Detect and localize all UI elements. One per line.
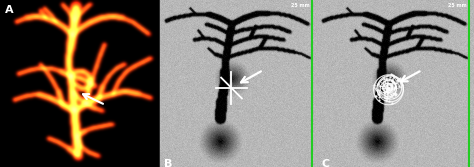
Text: A: A [5, 5, 14, 15]
Text: B: B [164, 159, 172, 167]
Text: 25 mm: 25 mm [292, 3, 310, 8]
Text: C: C [321, 159, 329, 167]
Text: 25 mm: 25 mm [448, 3, 466, 8]
